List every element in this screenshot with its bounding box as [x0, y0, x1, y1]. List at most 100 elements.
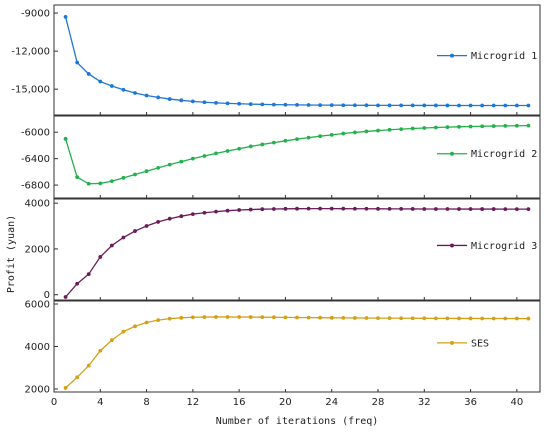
data-point: [167, 162, 172, 167]
data-point: [225, 101, 230, 106]
y-tick-label: -6000: [21, 128, 50, 139]
y-tick-label: -6400: [21, 154, 50, 165]
y-tick-label: 2000: [25, 244, 50, 255]
data-point: [271, 207, 276, 211]
data-point: [248, 102, 253, 107]
data-point: [156, 318, 161, 323]
data-point: [503, 207, 508, 211]
legend-2: Microgrid 2: [437, 149, 537, 160]
data-point: [295, 102, 299, 107]
data-point: [329, 132, 334, 137]
data-point: [376, 103, 380, 108]
data-point: [237, 146, 242, 151]
data-point: [75, 375, 80, 380]
data-point: [410, 103, 415, 108]
x-tick-label: 16: [233, 397, 246, 408]
y-tick-label: 4000: [25, 199, 50, 210]
data-point: [457, 316, 461, 321]
data-point: [156, 95, 161, 100]
data-point: [260, 142, 265, 147]
data-point: [318, 206, 323, 211]
x-tick-label: 40: [510, 397, 523, 408]
chart-panel-2: -6000 -6400 -6800 Microgrid 2: [21, 115, 541, 199]
data-point: [387, 206, 392, 211]
data-point: [352, 103, 357, 108]
data-point: [167, 216, 172, 221]
data-point: [318, 103, 323, 107]
data-point: [422, 103, 427, 108]
data-point: [514, 316, 519, 321]
data-point: [109, 179, 114, 184]
data-point: [341, 131, 346, 136]
data-point: [376, 206, 380, 211]
data-point: [433, 103, 438, 108]
x-tick-label: 0: [51, 397, 57, 408]
data-point: [503, 103, 508, 108]
data-point: [387, 127, 392, 132]
panel-frame: [53, 4, 541, 116]
data-point: [260, 315, 265, 320]
data-point: [376, 316, 380, 320]
data-point: [144, 169, 149, 174]
data-point: [306, 315, 311, 320]
data-point: [364, 316, 369, 320]
panel-frame: [53, 115, 541, 199]
data-point: [468, 124, 473, 129]
data-point: [167, 316, 172, 321]
data-point: [225, 315, 230, 319]
data-point: [526, 123, 531, 128]
data-point: [271, 140, 276, 145]
data-point: [364, 129, 369, 134]
data-point: [190, 212, 195, 217]
data-point: [526, 207, 531, 211]
data-point: [329, 103, 334, 108]
data-point: [225, 149, 230, 153]
data-point: [98, 181, 103, 186]
data-point: [491, 316, 496, 321]
data-point: [98, 255, 103, 259]
data-point: [63, 386, 68, 390]
legend-1: Microgrid 1: [437, 51, 537, 62]
panel-frame: [53, 198, 541, 301]
data-point: [503, 123, 508, 128]
legend-marker: [450, 243, 454, 248]
x-axis-title: Number of iterations (freq): [216, 416, 379, 427]
data-point: [144, 320, 149, 325]
data-point: [190, 156, 195, 161]
data-point: [98, 348, 103, 353]
data-point: [329, 206, 334, 211]
data-point: [63, 295, 68, 299]
data-point: [352, 206, 357, 211]
data-point: [526, 103, 531, 108]
data-point: [364, 206, 369, 211]
legend-marker: [450, 340, 454, 345]
data-point: [237, 208, 242, 212]
data-point: [295, 137, 299, 142]
data-point: [86, 272, 91, 277]
data-point: [387, 103, 392, 108]
data-point: [399, 207, 404, 211]
data-point: [248, 144, 253, 149]
data-point: [283, 138, 288, 143]
data-point: [75, 175, 80, 180]
data-point: [121, 329, 126, 334]
data-point: [167, 97, 172, 101]
data-point: [63, 136, 68, 141]
y-tick-label: 6000: [25, 300, 50, 311]
data-point: [202, 154, 207, 158]
y-tick-label: -6800: [21, 181, 50, 192]
data-point: [491, 124, 496, 128]
y-tick-label: 4000: [25, 342, 50, 353]
chart-panel-4: 6000 4000 2000 SES: [25, 300, 541, 396]
data-point: [341, 103, 346, 108]
data-point: [202, 100, 207, 105]
data-point: [422, 126, 427, 130]
x-tick-label: 4: [97, 397, 103, 408]
data-point: [179, 315, 184, 320]
y-tick-label: -12,000: [11, 47, 50, 58]
x-tick-label: 24: [325, 397, 338, 408]
y-axis-title: Profit (yuan): [6, 215, 17, 293]
data-point: [237, 315, 242, 319]
data-point: [491, 207, 496, 211]
data-point: [225, 208, 230, 213]
